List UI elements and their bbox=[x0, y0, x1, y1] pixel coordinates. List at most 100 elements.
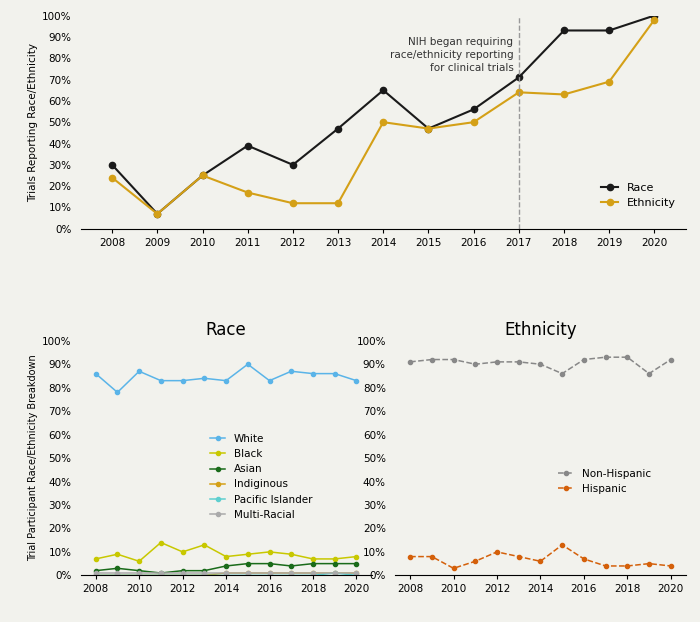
Black bbox=[178, 548, 187, 555]
Black bbox=[135, 557, 143, 565]
Indiginous bbox=[265, 569, 274, 577]
Line: Race: Race bbox=[109, 12, 657, 217]
Pacific Islander bbox=[330, 569, 339, 577]
Indiginous bbox=[287, 569, 295, 577]
White bbox=[178, 377, 187, 384]
Non-Hispanic bbox=[558, 370, 566, 378]
Multi-Racial bbox=[244, 569, 252, 577]
Ethnicity bbox=[470, 118, 478, 126]
White bbox=[352, 377, 361, 384]
Y-axis label: Trial Participant Race/Ethnicity Breakdown: Trial Participant Race/Ethnicity Breakdo… bbox=[28, 355, 38, 562]
Black bbox=[200, 541, 209, 549]
Hispanic bbox=[514, 553, 523, 560]
Pacific Islander bbox=[309, 572, 317, 579]
Ethnicity bbox=[514, 88, 523, 96]
Ethnicity bbox=[650, 16, 659, 24]
Multi-Racial bbox=[352, 569, 361, 577]
Indiginous bbox=[222, 569, 230, 577]
White bbox=[222, 377, 230, 384]
Asian bbox=[157, 569, 165, 577]
Race bbox=[605, 27, 613, 34]
Non-Hispanic bbox=[406, 358, 414, 366]
Hispanic bbox=[601, 562, 610, 570]
Race bbox=[334, 125, 342, 132]
Asian bbox=[244, 560, 252, 567]
White bbox=[113, 389, 122, 396]
Ethnicity bbox=[605, 78, 613, 85]
Indiginous bbox=[113, 572, 122, 579]
Non-Hispanic bbox=[514, 358, 523, 366]
Multi-Racial bbox=[309, 569, 317, 577]
Multi-Racial bbox=[92, 569, 100, 577]
Hispanic bbox=[428, 553, 436, 560]
Ethnicity bbox=[244, 189, 252, 197]
Line: Hispanic: Hispanic bbox=[408, 543, 673, 570]
Multi-Racial bbox=[113, 569, 122, 577]
Pacific Islander bbox=[113, 572, 122, 579]
Ethnicity bbox=[198, 172, 206, 179]
Black bbox=[222, 553, 230, 560]
Hispanic bbox=[406, 553, 414, 560]
Legend: White, Black, Asian, Indiginous, Pacific Islander, Multi-Racial: White, Black, Asian, Indiginous, Pacific… bbox=[206, 430, 316, 524]
Line: Asian: Asian bbox=[94, 562, 358, 575]
Race bbox=[198, 172, 206, 179]
White bbox=[309, 370, 317, 378]
Multi-Racial bbox=[287, 569, 295, 577]
Black bbox=[352, 553, 361, 560]
Title: Race: Race bbox=[206, 321, 246, 339]
Asian bbox=[309, 560, 317, 567]
Race bbox=[244, 142, 252, 149]
Black bbox=[113, 550, 122, 558]
Ethnicity bbox=[379, 118, 388, 126]
Non-Hispanic bbox=[645, 370, 653, 378]
Race bbox=[514, 73, 523, 81]
Multi-Racial bbox=[135, 569, 143, 577]
White bbox=[92, 370, 100, 378]
Line: Non-Hispanic: Non-Hispanic bbox=[408, 355, 673, 376]
Non-Hispanic bbox=[449, 356, 458, 363]
Indiginous bbox=[157, 572, 165, 579]
Race bbox=[108, 161, 116, 169]
Text: NIH began requiring
race/ethnicity reporting
for clinical trials: NIH began requiring race/ethnicity repor… bbox=[390, 37, 513, 73]
Hispanic bbox=[449, 565, 458, 572]
Race bbox=[470, 106, 478, 113]
Asian bbox=[287, 562, 295, 570]
Line: Ethnicity: Ethnicity bbox=[109, 17, 657, 217]
Pacific Islander bbox=[244, 572, 252, 579]
Asian bbox=[352, 560, 361, 567]
Non-Hispanic bbox=[536, 361, 545, 368]
Line: Multi-Racial: Multi-Racial bbox=[94, 571, 358, 575]
Indiginous bbox=[200, 572, 209, 579]
Non-Hispanic bbox=[493, 358, 501, 366]
Y-axis label: Trials Reporting Race/Ethnicity: Trials Reporting Race/Ethnicity bbox=[28, 43, 38, 202]
Legend: Non-Hispanic, Hispanic: Non-Hispanic, Hispanic bbox=[554, 465, 655, 498]
White bbox=[157, 377, 165, 384]
White bbox=[265, 377, 274, 384]
Hispanic bbox=[558, 541, 566, 549]
Ethnicity bbox=[334, 200, 342, 207]
Multi-Racial bbox=[200, 569, 209, 577]
Multi-Racial bbox=[330, 569, 339, 577]
Non-Hispanic bbox=[580, 356, 588, 363]
Black bbox=[157, 539, 165, 546]
Line: White: White bbox=[94, 362, 358, 394]
Hispanic bbox=[623, 562, 631, 570]
Indiginous bbox=[352, 569, 361, 577]
Pacific Islander bbox=[92, 572, 100, 579]
Indiginous bbox=[92, 572, 100, 579]
Ethnicity bbox=[424, 125, 433, 132]
Non-Hispanic bbox=[623, 353, 631, 361]
Ethnicity bbox=[108, 174, 116, 182]
Black bbox=[265, 548, 274, 555]
Indiginous bbox=[244, 569, 252, 577]
White bbox=[287, 368, 295, 375]
Asian bbox=[265, 560, 274, 567]
White bbox=[135, 368, 143, 375]
Ethnicity bbox=[153, 210, 162, 218]
Non-Hispanic bbox=[666, 356, 675, 363]
Asian bbox=[200, 567, 209, 574]
Race bbox=[153, 210, 162, 218]
White bbox=[244, 361, 252, 368]
Pacific Islander bbox=[265, 572, 274, 579]
Title: Ethnicity: Ethnicity bbox=[504, 321, 577, 339]
